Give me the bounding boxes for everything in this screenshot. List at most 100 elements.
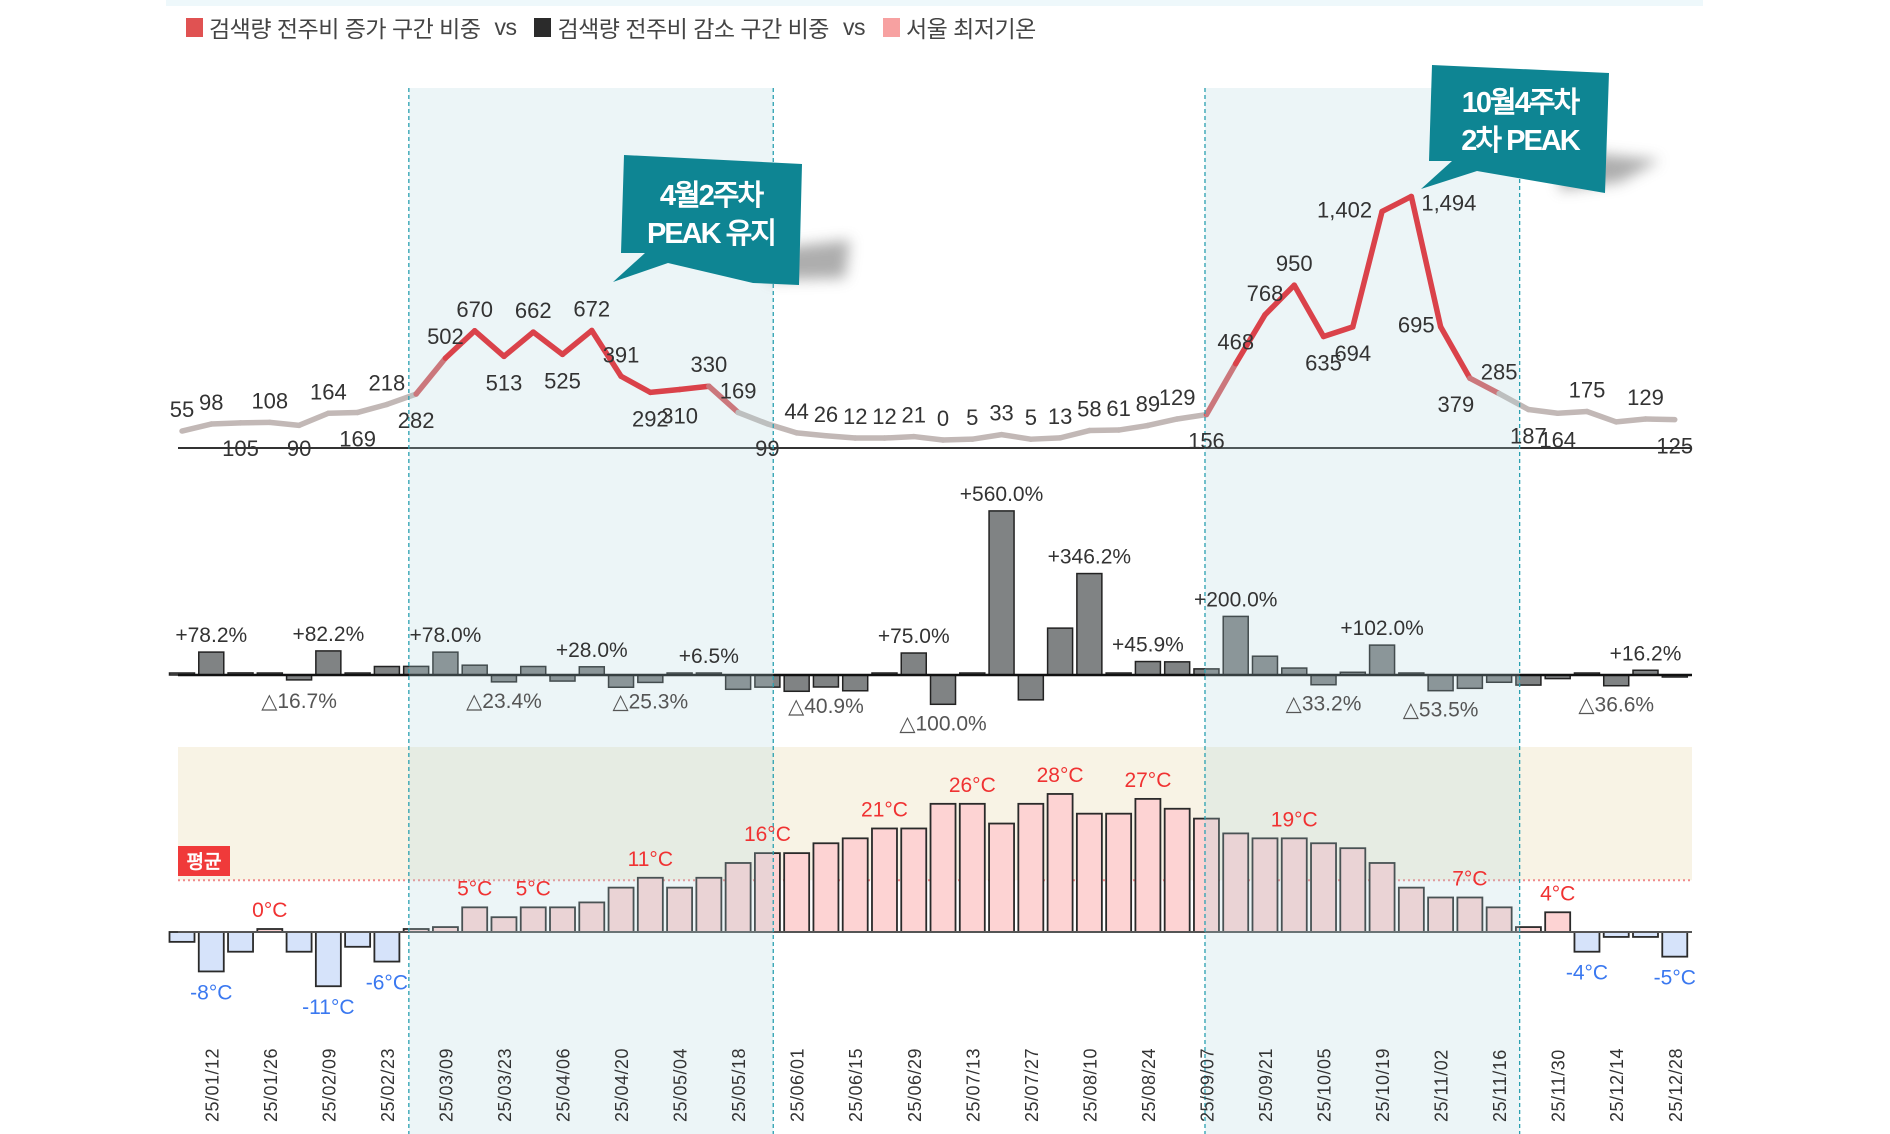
line-segment [384,391,419,408]
x-tick-label: 25/02/09 [319,1048,339,1122]
change-bar [373,665,401,676]
line-value-label: 98 [199,390,223,415]
temperature-label: 21°C [861,798,908,821]
temperature-bar [666,886,693,933]
x-tick-label: 25/03/23 [495,1048,515,1122]
temperature-label: 26°C [949,774,996,797]
temperature-label: 7°C [1452,867,1487,890]
legend-swatch-decrease [534,17,552,37]
temperature-bar [344,931,372,948]
change-label: +102.0% [1340,617,1424,640]
change-bar [988,510,1015,676]
change-bar [929,674,957,706]
chart-panel [166,0,1703,1134]
x-tick-label: 25/09/07 [1197,1048,1217,1122]
line-value-label: 468 [1217,330,1254,355]
line-value-label: 156 [1188,429,1225,454]
x-tick-label: 25/11/16 [1490,1049,1510,1122]
line-value-label: 125 [1656,434,1693,459]
line-segment [589,327,624,380]
change-label: +75.0% [878,625,950,648]
temperature-label: 28°C [1037,764,1084,787]
line-segment [1437,323,1473,381]
line-segment [1584,408,1619,425]
line-value-label: 58 [1077,397,1101,422]
change-label: △23.4% [466,690,542,713]
line-segment [676,383,712,393]
line-value-label: 285 [1481,360,1518,385]
callout-bubble [1421,65,1609,193]
line-value-label: 89 [1136,391,1160,416]
line-value-label: 99 [755,436,779,461]
x-tick-label: 25/08/24 [1139,1048,1159,1122]
line-value-label: 5 [1025,405,1037,430]
temperature-bar [373,931,401,963]
line-segment [969,431,1005,442]
temperature-bar [1075,812,1103,933]
x-tick-label: 25/12/14 [1607,1048,1627,1122]
change-label: +28.0% [556,639,628,662]
x-tick-label: 25/01/26 [261,1048,281,1122]
legend-separator: vs [494,13,517,40]
line-segment [618,373,654,396]
line-value-label: 502 [427,324,464,349]
temperature-bar [1339,847,1367,933]
temperature-label: 4°C [1540,882,1575,905]
temperature-bar [1222,832,1250,933]
line-segment [267,419,302,429]
line-value-label: 5 [966,405,978,430]
change-label: △25.3% [612,690,688,713]
line-segment [1262,282,1298,318]
temperature-bar [812,842,840,933]
highlight-period [1204,88,1520,1134]
line-segment [1232,312,1268,367]
line-value-label: 635 [1305,350,1342,375]
line-value-label: 391 [603,342,640,367]
temperature-bar [1134,797,1162,933]
temperature-bar [1046,793,1074,933]
line-value-label: 12 [843,404,867,429]
line-segment [354,401,390,416]
line-segment [1291,282,1327,340]
change-label: +45.9% [1112,634,1184,657]
temperature-bar [695,876,723,933]
line-segment [1028,435,1063,442]
line-value-label: 672 [573,296,610,321]
temperature-bar [1017,802,1045,933]
x-tick-label: 25/07/13 [963,1048,983,1122]
line-value-label: 330 [691,352,728,377]
temperature-bar [285,931,313,953]
line-value-label: 1,402 [1317,197,1372,222]
x-tick-label: 25/06/01 [788,1048,808,1122]
x-tick-label: 25/12/28 [1666,1048,1686,1122]
temperature-bar [1368,862,1396,933]
line-value-label: 1,494 [1421,190,1476,215]
temperature-label: 27°C [1124,769,1171,792]
x-tick-label: 25/09/21 [1256,1048,1276,1122]
x-tick-label: 25/05/04 [671,1048,691,1122]
line-value-label: 105 [222,436,259,461]
temperature-label: -5°C [1654,967,1696,990]
change-bar [1134,660,1162,676]
legend: 검색량 전주비 증가 구간 비중 vs 검색량 전주비 감소 구간 비중 vs … [186,10,1036,44]
change-label: +16.2% [1610,642,1682,665]
change-label: +78.0% [410,624,482,647]
temperature-bar [1105,812,1133,933]
x-tick-label: 25/01/12 [202,1048,222,1122]
callout-line1: 4월2주차 [660,179,765,212]
temperature-bar [783,852,811,933]
temperature-bar [958,802,986,933]
temperature-bar [636,876,664,933]
line-value-label: 169 [339,426,376,451]
line-value-label: 950 [1276,251,1313,276]
temperature-bar [1251,837,1279,933]
line-segment [823,433,858,441]
change-bar [1046,627,1074,676]
line-segment [1613,416,1649,425]
legend-separator: vs [842,13,866,40]
temperature-bar [988,822,1015,933]
legend-label-decrease: 검색량 전주비 감소 구간 비중 [557,16,829,42]
change-bar [1017,674,1045,701]
line-value-label: 13 [1048,404,1072,429]
line-segment [1408,193,1444,330]
